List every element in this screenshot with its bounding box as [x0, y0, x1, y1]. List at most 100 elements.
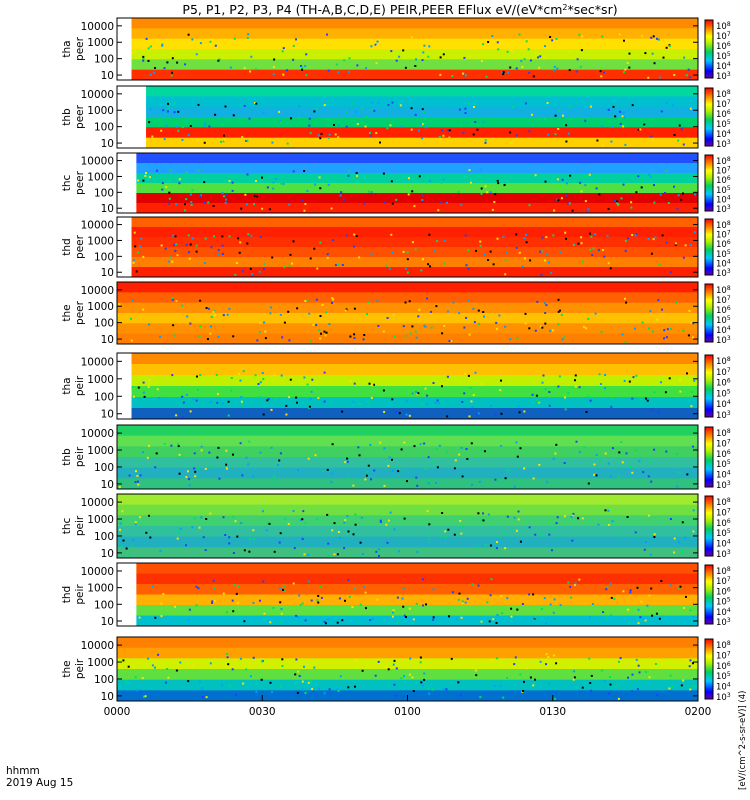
spectrogram-speck: [668, 377, 671, 380]
spectrogram-speck: [142, 381, 145, 384]
spectrogram-speck: [283, 266, 286, 269]
spectrogram-speck: [406, 258, 409, 261]
spectrogram-speck: [388, 456, 391, 459]
spectrogram-speck: [525, 241, 528, 244]
spectrogram-speck: [521, 66, 524, 68]
spectrogram-speck: [532, 593, 535, 596]
spectrogram-speck: [477, 584, 480, 587]
spectrogram-speck: [188, 608, 191, 611]
spectrogram-speck: [175, 126, 178, 128]
spectrogram-speck: [532, 477, 535, 480]
spectrogram-speck: [168, 197, 171, 200]
spectrogram-speck: [519, 447, 522, 450]
spectrogram-speck: [673, 134, 676, 136]
spectrogram-speck: [471, 483, 473, 486]
spectrogram-speck: [199, 299, 202, 302]
spectrogram-speck: [534, 329, 537, 332]
spectrogram-speck: [279, 685, 282, 688]
spectrogram-speck: [421, 137, 424, 140]
spectrogram-speck: [131, 386, 134, 389]
spectrogram-speck: [514, 656, 517, 659]
spectrogram-speck: [270, 306, 273, 309]
spectrogram-speck: [685, 74, 688, 77]
spectrogram-speck: [439, 73, 442, 76]
spectrogram-speck: [399, 104, 402, 107]
spectrogram-speck: [461, 401, 464, 403]
spectrogram-speck: [519, 479, 522, 482]
spectrogram-speck: [309, 398, 312, 401]
spectrogram-speck: [369, 619, 372, 622]
spectrogram-speck: [149, 536, 152, 539]
spectrogram-speck: [535, 399, 538, 401]
spectrogram-speck: [222, 516, 225, 519]
spectrogram-speck: [655, 612, 658, 615]
spectrogram-speck: [491, 208, 494, 211]
spectrogram-speck: [532, 75, 535, 78]
spectrogram-speck: [523, 237, 526, 240]
spectrogram-speck: [624, 68, 627, 71]
spectrogram-speck: [200, 449, 203, 452]
spectrogram-speck: [565, 140, 568, 143]
spectrogram-speck: [382, 330, 385, 333]
spectrogram-speck: [627, 676, 629, 679]
spectrogram-speck: [414, 330, 417, 333]
spectrogram-speck: [669, 674, 672, 677]
spectrogram-speck: [495, 622, 498, 624]
spectrogram-speck: [267, 398, 270, 401]
spectrogram-speck: [292, 510, 295, 513]
spectrogram-speck: [636, 688, 639, 691]
spectrogram-speck: [476, 128, 479, 131]
spectrogram-speck: [583, 175, 586, 178]
spectrogram-speck: [602, 611, 605, 614]
spectrogram-speck: [530, 113, 533, 116]
spectrogram-speck: [587, 318, 590, 320]
spectrogram-speck: [480, 383, 483, 386]
colorbar-tick-label: 105: [716, 671, 731, 682]
spectrogram-speck: [235, 262, 238, 264]
spectrogram-speck: [543, 597, 546, 600]
spectrogram-speck: [309, 340, 312, 343]
spectrogram-speck: [534, 616, 537, 619]
spectrogram-speck: [374, 43, 377, 46]
spectrogram-speck: [354, 587, 357, 590]
y-tick-label: 10000: [81, 156, 114, 168]
spectrogram-speck: [630, 206, 633, 209]
spectrogram-speck: [391, 615, 394, 618]
spectrogram-speck: [178, 178, 181, 181]
spectrogram-speck: [369, 131, 371, 134]
spectrogram-speck: [402, 325, 405, 328]
spectrogram-speck: [142, 391, 145, 394]
spectrogram-speck: [503, 183, 506, 186]
spectrogram-speck: [225, 193, 228, 196]
spectrogram-speck: [598, 248, 600, 251]
spectrogram-speck: [487, 41, 490, 43]
spectrogram-speck: [191, 189, 194, 192]
spectrogram-speck: [214, 314, 217, 317]
spectrogram-speck: [498, 314, 501, 317]
spectrogram-speck: [652, 138, 655, 141]
spectrogram-speck: [384, 201, 387, 204]
spectrogram-speck: [609, 267, 612, 270]
spectrogram-speck: [423, 324, 426, 327]
spectrogram-speck: [190, 201, 193, 203]
spectrogram-speck: [176, 254, 179, 257]
spectrogram-speck: [463, 56, 466, 59]
spectrogram-speck: [147, 59, 150, 62]
spectrogram-speck: [191, 38, 194, 41]
spectrogram-speck: [355, 172, 358, 174]
spectrogram-band: [131, 28, 698, 40]
spectrogram-speck: [628, 66, 631, 69]
spectrogram-speck: [659, 193, 662, 196]
spectrogram-band: [131, 217, 698, 228]
spectrogram-speck: [636, 586, 639, 589]
x-tick-label: 0130: [539, 706, 566, 718]
spectrogram-speck: [693, 379, 696, 382]
spectrogram-speck: [236, 602, 239, 605]
spectrogram-speck: [536, 300, 539, 303]
spectrogram-speck: [390, 233, 393, 236]
spectrogram-speck: [538, 463, 541, 466]
spectrogram-speck: [238, 372, 240, 375]
spectrogram-speck: [570, 516, 573, 519]
spectrogram-speck: [179, 661, 182, 664]
